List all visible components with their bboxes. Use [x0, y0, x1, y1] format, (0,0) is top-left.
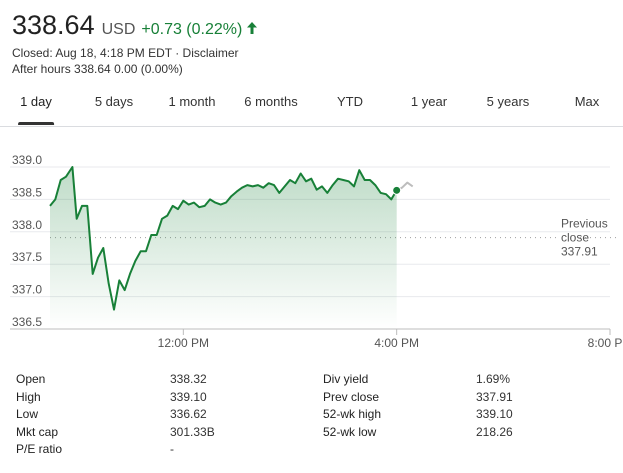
price-chart: 339.0 338.5 338.0 337.5 337.0 336.5 12:00 PM 4:… — [10, 153, 623, 350]
tab-max[interactable]: Max — [573, 84, 602, 124]
tab-label: 1 day — [20, 94, 52, 109]
tab-label: YTD — [337, 94, 363, 109]
stat-label-mkt-cap: Mkt cap — [16, 424, 59, 439]
stat-value-open: 338.32 — [170, 372, 207, 386]
y-tick-label: 337.0 — [12, 283, 42, 297]
x-tick-label: 12:00 PM — [158, 336, 209, 350]
stat-value-prev-close: 337.91 — [476, 389, 513, 404]
x-tick-label: 4:00 PM — [374, 336, 419, 350]
stat-value-div-yield: 1.69% — [476, 372, 511, 386]
tab-label: Max — [574, 94, 600, 109]
tab-6-months[interactable]: 6 months — [242, 84, 299, 124]
previous-close-label-value: 337.91 — [561, 245, 598, 259]
tab-label: 6 months — [244, 94, 298, 109]
tab-5-days[interactable]: 5 days — [93, 84, 135, 124]
price-change: +0.73 (0.22%) — [141, 21, 243, 38]
currency-label: USD — [101, 21, 136, 38]
series-area — [50, 167, 397, 329]
quote-header: 338.64 USD +0.73 (0.22%) — [12, 10, 258, 42]
tab-1-month[interactable]: 1 month — [167, 84, 218, 124]
y-tick-label: 336.5 — [12, 315, 42, 329]
stat-label-div-yield: Div yield — [323, 372, 369, 386]
previous-close-label-line2: close — [561, 231, 589, 245]
current-price: 338.64 — [12, 10, 95, 40]
stat-label-p-e-ratio: P/E ratio — [16, 442, 63, 456]
tab-1-day[interactable]: 1 day — [18, 84, 54, 125]
stat-value-52-wk-high: 339.10 — [476, 407, 513, 421]
stat-label-high: High — [16, 389, 41, 404]
closed-status: Closed: Aug 18, 4:18 PM EDT · Disclaimer — [12, 46, 239, 60]
tab-1-year[interactable]: 1 year — [409, 84, 449, 124]
x-tick-label: 8:00 PM — [588, 336, 623, 350]
last-price-point — [392, 185, 402, 195]
stat-value-52-wk-low: 218.26 — [476, 424, 513, 439]
series-line — [49, 166, 398, 311]
stat-label-prev-close: Prev close — [323, 389, 380, 404]
stat-value-p-e-ratio: - — [170, 442, 174, 456]
stat-value-high: 339.10 — [170, 389, 207, 404]
active-tab-indicator — [18, 122, 54, 125]
tab-label: 5 days — [94, 94, 134, 109]
stat-label-low: Low — [16, 407, 39, 421]
stat-value-low: 336.62 — [170, 407, 207, 421]
stat-label-open: Open — [16, 372, 46, 386]
tab-label: 5 years — [486, 94, 530, 109]
tab-ytd[interactable]: YTD — [335, 84, 365, 124]
arrow-up-icon — [246, 21, 258, 35]
stat-value-mkt-cap: 301.33B — [170, 424, 215, 439]
stat-label-52-wk-high: 52-wk high — [323, 407, 382, 421]
previous-close-label-line1: Previous — [561, 217, 608, 231]
tab-5-years[interactable]: 5 years — [485, 84, 532, 124]
y-tick-label: 338.5 — [12, 185, 42, 199]
y-tick-label: 337.5 — [12, 250, 42, 264]
tab-label: 1 year — [410, 94, 448, 109]
y-tick-label: 338.0 — [12, 218, 42, 232]
after-hours-status: After hours 338.64 0.00 (0.00%) — [12, 62, 183, 76]
stat-label-52-wk-low: 52-wk low — [323, 424, 377, 439]
y-tick-label: 339.0 — [12, 153, 42, 167]
tab-label: 1 month — [168, 94, 216, 109]
range-tabs: 1 day 5 days 1 month 6 months YTD 1 year 5 yea… — [0, 84, 623, 127]
